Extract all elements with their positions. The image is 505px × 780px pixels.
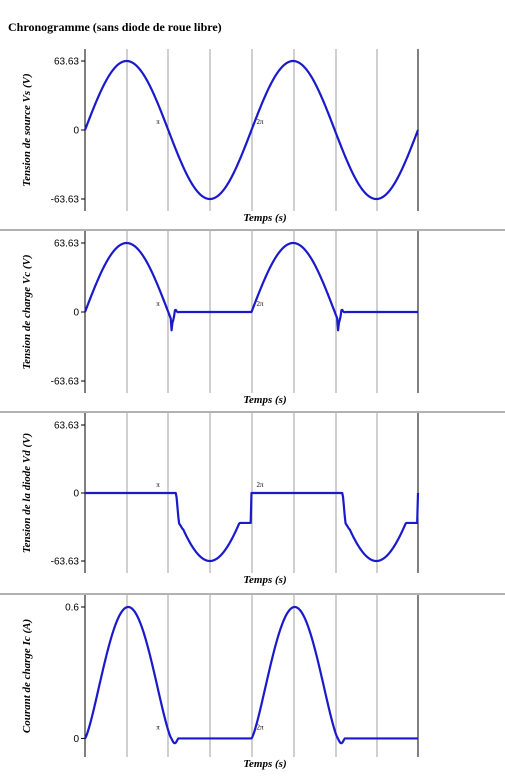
panel-1-annotation-2: 2π — [256, 118, 264, 126]
panel-3-ytick-label-1: 63.63 — [54, 421, 79, 432]
panel-2-xlabel: Temps (s) — [243, 394, 286, 406]
panel-1-ytick-label-2: 0 — [73, 126, 79, 137]
panel-3-ylabel: Tension de la diode Vd (V) — [21, 433, 33, 553]
panel-4-ylabel: Courant de charge Ic (A) — [21, 619, 33, 733]
panel-1-ylabel: Tension de source Vs (V) — [21, 73, 33, 186]
panel-1-ytick-label-1: 63.63 — [54, 57, 79, 68]
panel-1-xlabel: Temps (s) — [243, 212, 286, 224]
panel-1-annotation-1: π — [156, 118, 160, 126]
panel-4-annotation-2: 2π — [256, 723, 264, 731]
panel-3-annotation-2: 2π — [256, 481, 264, 489]
panel-3-annotation-1: π — [156, 481, 160, 489]
panel-2-ytick-label-2: 0 — [73, 308, 79, 319]
panel-4-series-line — [84, 605, 419, 745]
panel-1-ytick-label-3: -63.63 — [51, 195, 80, 206]
panel-2-ylabel: Tension de charge Vc (V) — [21, 254, 33, 369]
panel-4-annotation-1: π — [156, 723, 160, 731]
panel-4-ytick-label-2: 0 — [73, 734, 79, 745]
panel-2-annotation-2: 2π — [256, 300, 264, 308]
panel-3-ytick-label-3: -63.63 — [51, 557, 80, 568]
panel-1-series-line — [83, 59, 420, 201]
panel-3-ytick-label-2: 0 — [73, 489, 79, 500]
page-title: Chronogramme (sans diode de roue libre) — [8, 20, 222, 34]
panel-4-ytick-label-1: 0.6 — [65, 603, 79, 614]
panel-2-ytick-label-3: -63.63 — [51, 377, 80, 388]
panel-3-series-line — [84, 491, 420, 563]
panel-2-series-line — [83, 241, 419, 332]
panel-4-xlabel: Temps (s) — [243, 758, 286, 770]
panel-2-ytick-label-1: 63.63 — [54, 239, 79, 250]
panel-3-xlabel: Temps (s) — [243, 574, 286, 586]
panel-2-annotation-1: π — [156, 300, 160, 308]
